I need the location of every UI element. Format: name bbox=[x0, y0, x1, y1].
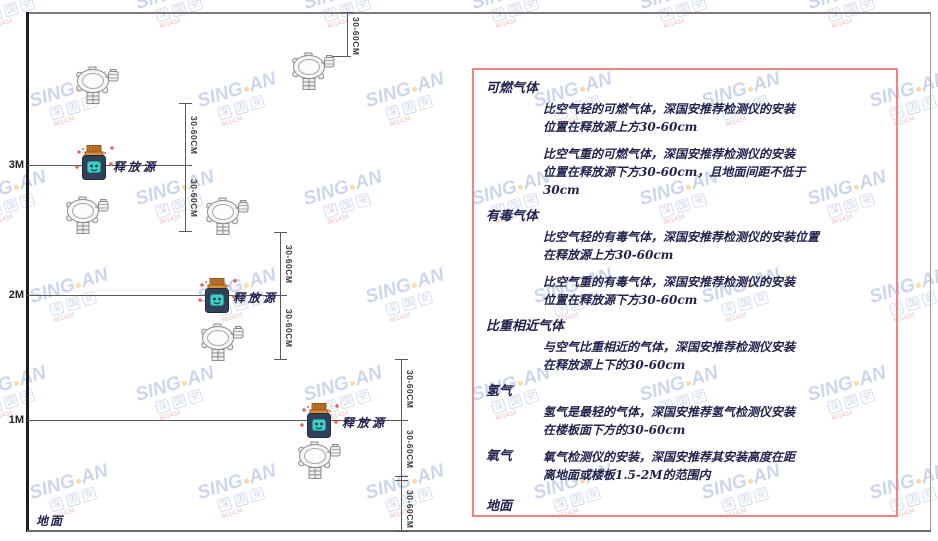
dimension-label: 30-60CM bbox=[284, 245, 294, 284]
section-toxic-gas: 有毒气体 比空气轻的有毒气体，深国安推荐检测仪的安装位置 在释放源上方30-60… bbox=[486, 208, 884, 309]
section-oxygen: 氧气 氧气检测仪的安装，深国安推荐其安装高度在距 离地面或楼板1.5-2M的范围… bbox=[486, 448, 884, 484]
dimension-label: 30-60CM bbox=[351, 17, 361, 56]
dimension-line-2m: 30-60CM 30-60CM bbox=[274, 232, 294, 360]
dimension-label: 30-60CM bbox=[189, 179, 199, 218]
gas-detector-icon bbox=[64, 196, 110, 236]
height-line-2m bbox=[27, 295, 280, 296]
section-heading: 地面 bbox=[486, 499, 513, 514]
dimension-label: 30-60CM bbox=[405, 430, 415, 469]
dimension-label: 30-60CM bbox=[284, 309, 294, 348]
section-hydrogen: 氢气 氢气是最轻的气体，深国安推荐氢气检测仪安装 在楼板面下方的30-60cm bbox=[486, 383, 884, 439]
section-paragraph: 比空气轻的可燃气体，深国安推荐检测仪的安装 位置在释放源上方30-60cm bbox=[543, 102, 796, 134]
section-heading: 氧气 bbox=[486, 449, 513, 464]
axis-label-1m: 1M bbox=[8, 414, 24, 426]
installation-guidelines-panel: 可燃气体 比空气轻的可燃气体，深国安推荐检测仪的安装 位置在释放源上方30-60… bbox=[472, 68, 898, 517]
section-heading: 比重相近气体 bbox=[486, 319, 565, 334]
axis-label-2m: 2M bbox=[8, 289, 24, 301]
release-source-icon bbox=[197, 278, 237, 314]
dimension-line-3m: 30-60CM 30-60CM bbox=[179, 103, 199, 232]
section-heading: 有毒气体 bbox=[486, 209, 539, 224]
gas-detector-icon bbox=[199, 323, 245, 363]
release-source-label: 释放源 bbox=[233, 291, 279, 305]
dimension-line-1m: 30-60CM 30-60CM 30-60CM bbox=[395, 359, 415, 532]
section-ground: 地面 检测仪地面间距，深国安推荐在30-60cm，且不得 小于30cm，因为过低… bbox=[486, 498, 884, 515]
axis-label-3m: 3M bbox=[8, 159, 24, 171]
section-heading: 氢气 bbox=[486, 384, 513, 399]
dimension-line-ceiling: 30-60CM bbox=[329, 12, 361, 57]
release-source-label: 释放源 bbox=[113, 160, 159, 174]
release-source-icon bbox=[74, 145, 114, 181]
section-flammable-gas: 可燃气体 比空气轻的可燃气体，深国安推荐检测仪的安装 位置在释放源上方30-60… bbox=[486, 80, 884, 199]
wall-line bbox=[26, 12, 29, 532]
dimension-label: 30-60CM bbox=[405, 490, 415, 529]
section-paragraph: 比空气重的有毒气体，深国安推荐检测仪的安装 位置在释放源下方30-60cm bbox=[543, 275, 796, 307]
section-similar-density-gas: 比重相近气体 与空气比重相近的气体，深国安推荐检测仪安装 在释放源上下的30-6… bbox=[486, 318, 884, 374]
section-paragraph: 氢气是最轻的气体，深国安推荐氢气检测仪安装 在楼板面下方的30-60cm bbox=[543, 405, 796, 437]
ground-line bbox=[27, 530, 931, 532]
gas-detector-icon bbox=[74, 66, 120, 106]
release-source-label: 释放源 bbox=[342, 416, 388, 430]
section-paragraph: 氧气检测仪的安装，深国安推荐其安装高度在距 离地面或楼板1.5-2M的范围内 bbox=[543, 450, 796, 482]
ground-label: 地面 bbox=[36, 514, 65, 528]
section-heading: 可燃气体 bbox=[486, 81, 539, 96]
gas-detector-icon bbox=[290, 52, 336, 92]
gas-detector-icon bbox=[296, 441, 342, 481]
section-paragraph: 比空气轻的有毒气体，深国安推荐检测仪的安装位置 在释放源上方30-60cm bbox=[543, 230, 820, 262]
section-paragraph: 与空气比重相近的气体，深国安推荐检测仪安装 在释放源上下的30-60cm bbox=[543, 340, 796, 372]
gas-detector-icon bbox=[204, 197, 250, 237]
dimension-label: 30-60CM bbox=[405, 370, 415, 409]
height-line-1m bbox=[27, 420, 401, 421]
dimension-label: 30-60CM bbox=[189, 116, 199, 155]
release-source-icon bbox=[299, 403, 339, 439]
section-paragraph: 比空气重的可燃气体，深国安推荐检测仪的安装 位置在释放源下方30-60cm，且地… bbox=[543, 147, 806, 197]
